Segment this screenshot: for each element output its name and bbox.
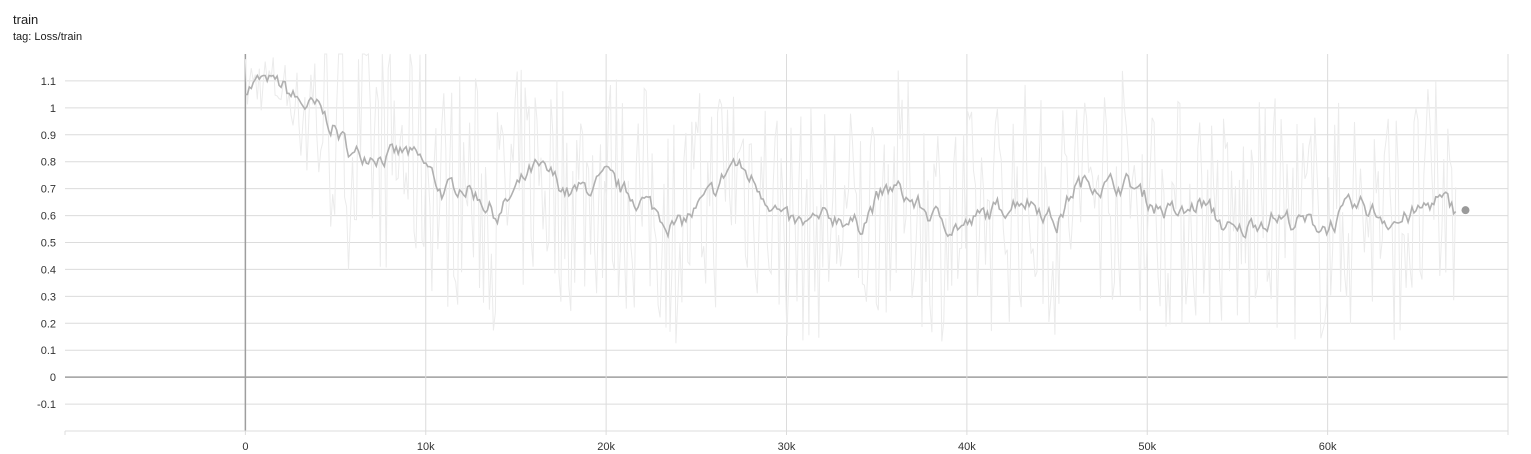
x-tick-label: 60k: [1319, 441, 1337, 453]
chart-header: train tag: Loss/train: [13, 12, 82, 44]
raw-series-line: [244, 53, 1457, 344]
y-tick-label: 0.8: [41, 157, 56, 169]
x-tick-label: 40k: [958, 441, 976, 453]
chart-title: train: [13, 12, 39, 27]
x-tick-label: 10k: [417, 441, 435, 453]
chart-tag: tag: Loss/train: [13, 31, 83, 43]
y-tick-label: 1.1: [41, 76, 56, 88]
y-tick-label: 1: [50, 103, 56, 115]
x-tick-label: 0: [242, 441, 248, 453]
y-tick-label: 0.9: [41, 130, 56, 142]
x-tick-label: 20k: [597, 441, 615, 453]
y-tick-label: 0.5: [41, 238, 56, 250]
x-tick-label: 30k: [778, 441, 796, 453]
y-tick-label: 0.2: [41, 318, 56, 330]
y-tick-label: 0.7: [41, 184, 56, 196]
y-tick-label: 0.1: [41, 345, 56, 357]
y-tick-label: 0: [50, 372, 56, 384]
y-tick-label: 0.3: [41, 291, 56, 303]
smoothed-series-line: [245, 73, 1457, 239]
x-tick-label: 50k: [1138, 441, 1156, 453]
last-value-point: [1461, 206, 1470, 215]
y-tick-label: -0.1: [37, 399, 56, 411]
raw-series-layer: [244, 53, 1457, 344]
y-tick-label: 0.6: [41, 211, 56, 223]
grid-layer: [64, 54, 1509, 435]
smoothed-series-layer: [245, 73, 1470, 239]
y-tick-label: 0.4: [41, 264, 56, 276]
tick-label-layer: 1.1 1 0.9 0.8 0.7 0.6 0.5 0.4 0.3 0.2 0.1 0 -0.1 0 10k…: [37, 76, 1337, 453]
